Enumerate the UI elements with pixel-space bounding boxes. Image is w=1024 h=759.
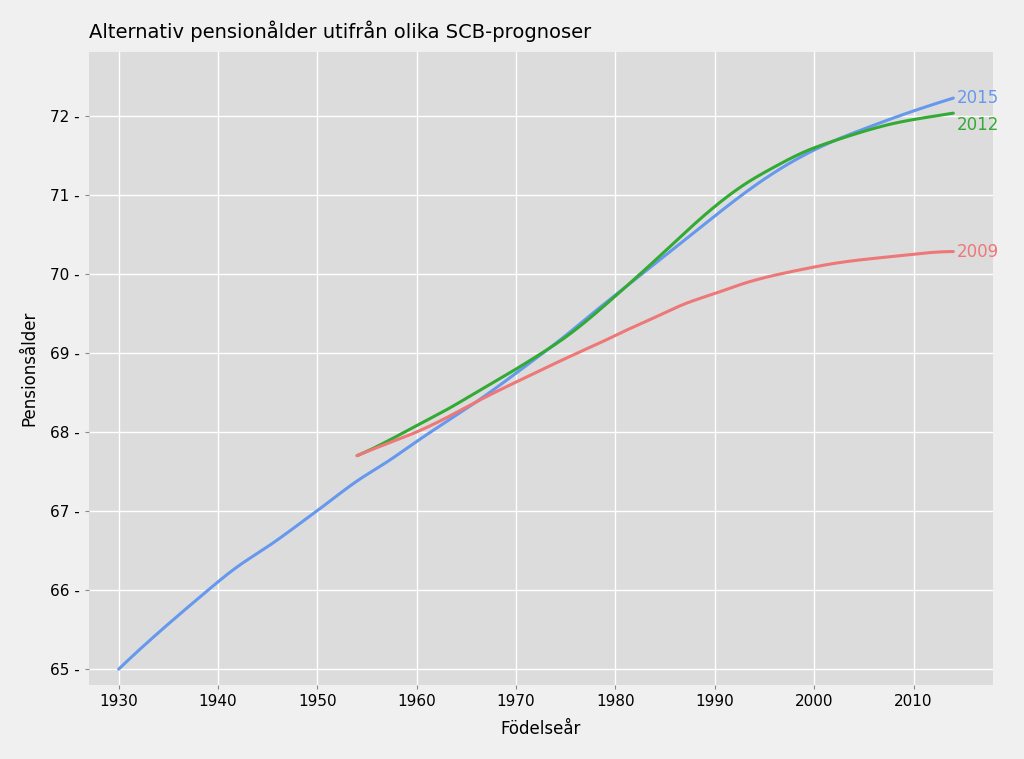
Text: 2009: 2009 — [956, 243, 998, 260]
X-axis label: Födelseår: Födelseår — [501, 720, 582, 739]
Text: Alternativ pensionålder utifrån olika SCB-prognoser: Alternativ pensionålder utifrån olika SC… — [89, 20, 591, 43]
Text: 2012: 2012 — [956, 116, 998, 134]
Y-axis label: Pensionsålder: Pensionsålder — [20, 311, 39, 427]
Text: 2015: 2015 — [956, 89, 998, 107]
